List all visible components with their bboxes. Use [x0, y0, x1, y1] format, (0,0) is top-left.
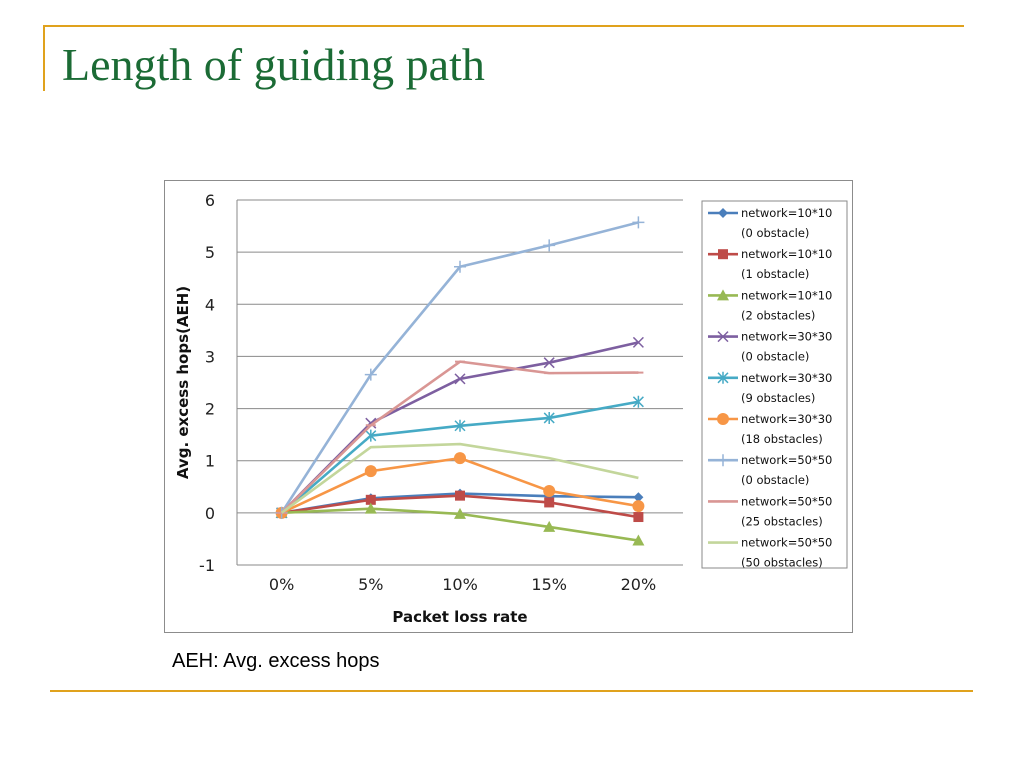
x-tick-label: 15%	[531, 575, 567, 594]
legend-label-detail: (0 obstacle)	[741, 350, 809, 364]
x-axis-title: Packet loss rate	[392, 608, 527, 626]
data-point-4	[632, 336, 644, 348]
data-point-3	[543, 520, 556, 532]
legend-label-detail: (18 obstacles)	[741, 432, 823, 446]
aeh-line-chart: 6 5 4 3 2 1 0 -1 0% 5% 10% 15% 20% Packet loss rate Av…	[174, 191, 848, 626]
legend-label-detail: (9 obstacles)	[741, 391, 815, 405]
legend-box	[701, 200, 848, 569]
legend-marker-5	[717, 371, 729, 384]
data-point-2	[365, 494, 376, 505]
legend-label-detail: (25 obstacles)	[741, 514, 823, 528]
legend-label: network=30*30	[741, 371, 832, 385]
data-point-6	[632, 500, 645, 513]
slide-title: Length of guiding path	[62, 39, 485, 90]
legend-label: network=10*10	[741, 247, 832, 261]
legend-label: network=50*50	[741, 453, 832, 467]
legend-label: network=30*30	[741, 330, 832, 344]
y-tick-label: 1	[205, 452, 215, 471]
data-point-7	[364, 368, 377, 381]
data-point-7	[454, 260, 466, 273]
legend-label-detail: (2 obstacles)	[741, 308, 815, 322]
series-line-9	[280, 442, 639, 514]
data-point-3	[632, 534, 645, 546]
y-tick-label: 5	[205, 243, 215, 262]
legend-marker-3	[717, 289, 729, 301]
footnote: AEH: Avg. excess hops	[172, 650, 380, 672]
left-accent-rule	[43, 25, 45, 91]
legend-label: network=10*10	[741, 206, 832, 220]
legend-label-detail: (1 obstacle)	[741, 267, 809, 281]
data-point-5	[365, 429, 377, 442]
data-point-3	[364, 502, 377, 514]
legend-marker-1	[718, 208, 728, 218]
y-tick-label: 3	[205, 347, 215, 366]
y-axis-title: Avg. excess hops(AEH)	[174, 286, 192, 479]
data-point-2	[455, 490, 465, 501]
bottom-accent-rule	[50, 690, 973, 692]
legend-label-detail: (0 obstacle)	[741, 473, 809, 487]
data-point-5	[454, 419, 466, 432]
x-tick-label: 10%	[442, 575, 478, 594]
legend-marker-2	[718, 249, 728, 260]
legend-label: network=10*10	[741, 288, 832, 302]
x-tick-label: 20%	[621, 575, 657, 594]
data-point-6	[364, 465, 377, 478]
data-point-1	[633, 492, 644, 503]
data-point-5	[632, 395, 644, 408]
y-tick-label: 6	[205, 191, 215, 210]
x-tick-label: 0%	[269, 575, 294, 594]
legend-marker-6	[717, 413, 729, 425]
data-point-4	[454, 373, 466, 385]
legend-marker-4	[717, 331, 729, 343]
legend-label: network=30*30	[741, 412, 832, 426]
y-tick-label: 4	[205, 295, 215, 314]
data-point-3	[454, 507, 466, 519]
data-point-2	[544, 497, 555, 508]
y-tick-label: 2	[205, 400, 215, 419]
legend-marker-7	[717, 454, 729, 467]
data-point-6	[543, 484, 556, 497]
data-point-2	[633, 512, 644, 523]
data-point-5	[543, 411, 555, 424]
data-point-7	[543, 239, 556, 252]
x-tick-label: 5%	[358, 575, 383, 594]
data-point-4	[543, 357, 555, 369]
top-accent-rule	[43, 25, 964, 27]
y-tick-label: -1	[199, 556, 215, 575]
data-point-6	[454, 452, 466, 465]
legend-label-detail: (50 obstacles)	[741, 556, 823, 570]
legend-label: network=50*50	[741, 536, 832, 550]
data-point-4	[365, 417, 377, 429]
data-point-7	[632, 216, 645, 229]
legend-label: network=50*50	[741, 494, 832, 508]
legend-label-detail: (0 obstacle)	[741, 226, 809, 240]
y-tick-label: 0	[205, 504, 215, 523]
